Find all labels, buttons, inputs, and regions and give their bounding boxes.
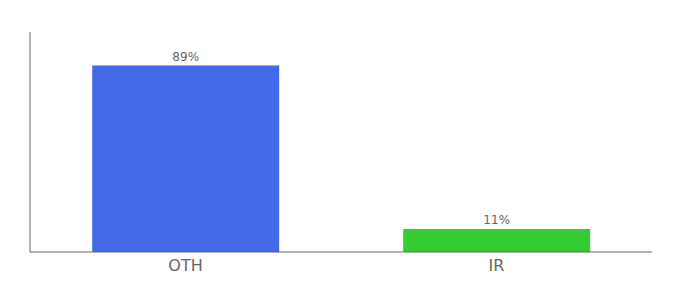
svg-text:IR: IR [489, 256, 505, 275]
svg-text:89%: 89% [172, 50, 199, 64]
svg-text:OTH: OTH [168, 256, 202, 275]
svg-text:11%: 11% [483, 213, 510, 227]
